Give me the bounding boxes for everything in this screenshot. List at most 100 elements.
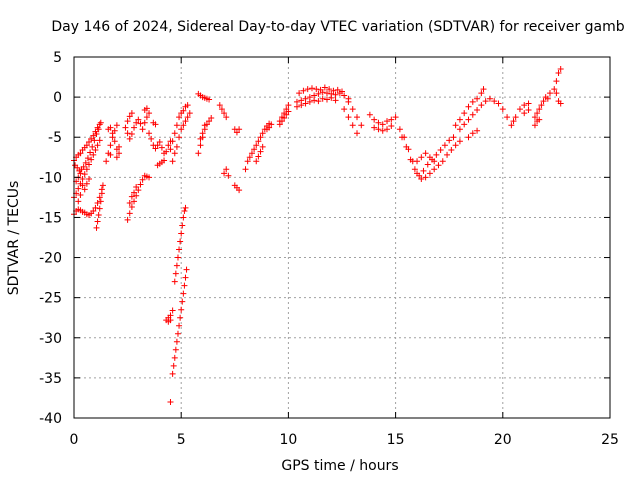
data-point <box>396 126 403 133</box>
data-point <box>182 118 189 125</box>
data-point <box>84 155 91 162</box>
data-point <box>88 156 95 163</box>
data-point <box>420 167 427 174</box>
data-point <box>546 90 553 97</box>
data-point <box>437 147 444 154</box>
data-point <box>180 107 187 114</box>
y-tick-label: -10 <box>39 170 62 186</box>
data-point <box>323 90 330 97</box>
data-point <box>379 121 386 128</box>
data-point <box>293 103 300 110</box>
data-point <box>268 121 275 128</box>
data-point <box>403 143 410 150</box>
data-point <box>74 164 81 171</box>
data-point <box>171 130 178 137</box>
data-points <box>71 66 564 405</box>
data-point <box>332 97 339 104</box>
data-point <box>148 135 155 142</box>
grid-lines <box>74 57 610 418</box>
data-point <box>126 210 133 217</box>
data-point <box>124 118 131 125</box>
data-point <box>225 172 232 179</box>
data-point <box>328 94 335 101</box>
data-point <box>431 158 438 165</box>
y-tick-label: -15 <box>39 210 62 226</box>
data-point <box>97 198 104 205</box>
data-point <box>87 149 94 156</box>
data-point <box>83 180 90 187</box>
data-point <box>180 214 187 221</box>
y-axis-label: SDTVAR / TECUs <box>6 181 22 296</box>
data-point <box>174 254 181 261</box>
data-point <box>179 222 186 229</box>
data-point <box>407 156 414 163</box>
data-point <box>131 189 138 196</box>
data-point <box>176 114 183 121</box>
data-point <box>255 153 262 160</box>
data-point <box>221 110 228 117</box>
data-point <box>508 122 515 129</box>
data-point <box>482 98 489 105</box>
data-point <box>86 175 93 182</box>
data-point <box>452 122 459 129</box>
data-point <box>285 108 292 115</box>
data-point <box>128 110 135 117</box>
data-point <box>128 131 135 138</box>
data-point <box>199 130 206 137</box>
data-point <box>206 96 213 103</box>
data-point <box>182 204 189 211</box>
data-point <box>82 159 89 166</box>
data-point <box>456 126 463 133</box>
data-point <box>163 148 170 155</box>
data-point <box>495 100 502 107</box>
data-point <box>92 147 99 154</box>
data-point <box>124 216 131 223</box>
data-point <box>536 116 543 123</box>
data-point <box>354 130 361 137</box>
data-point <box>426 170 433 177</box>
data-point <box>183 266 190 273</box>
data-point <box>534 110 541 117</box>
data-point <box>302 100 309 107</box>
data-point <box>504 114 511 121</box>
data-point <box>91 137 98 144</box>
data-point <box>173 262 180 269</box>
data-point <box>94 200 101 207</box>
data-point <box>422 150 429 157</box>
data-point <box>109 130 116 137</box>
data-point <box>308 85 315 92</box>
data-point <box>540 98 547 105</box>
data-point <box>315 98 322 105</box>
data-point <box>296 90 303 97</box>
y-tick-label: -20 <box>39 251 62 267</box>
data-point <box>90 132 97 139</box>
data-point <box>341 92 348 99</box>
data-point <box>90 208 97 215</box>
data-point <box>107 124 114 131</box>
data-point <box>345 98 352 105</box>
data-point <box>139 176 146 183</box>
data-point <box>480 86 487 93</box>
data-point <box>450 134 457 141</box>
data-point <box>259 143 266 150</box>
data-point <box>133 192 140 199</box>
data-point <box>411 166 418 173</box>
data-point <box>553 78 560 85</box>
data-point <box>321 84 328 91</box>
data-point <box>177 238 184 245</box>
data-point <box>276 121 283 128</box>
data-point <box>251 146 258 153</box>
data-point <box>334 86 341 93</box>
data-point <box>195 150 202 157</box>
data-point <box>246 154 253 161</box>
data-point <box>92 204 99 211</box>
data-point <box>319 95 326 102</box>
data-point <box>197 142 204 149</box>
data-point <box>150 119 157 126</box>
data-point <box>461 121 468 128</box>
data-point <box>474 127 481 134</box>
data-point <box>444 151 451 158</box>
data-point <box>182 274 189 281</box>
data-point <box>384 118 391 125</box>
